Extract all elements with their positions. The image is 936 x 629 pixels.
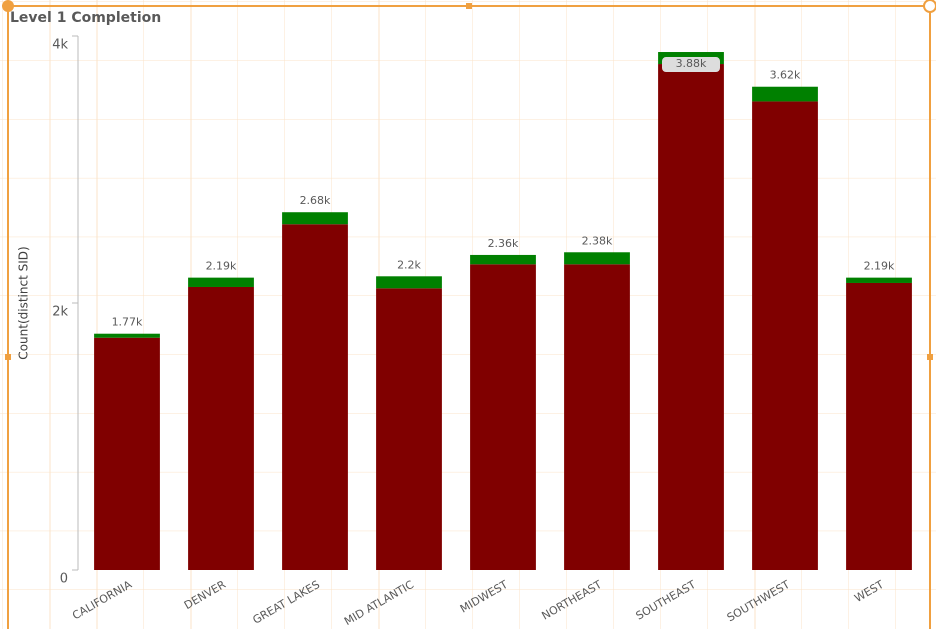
label-bg: [662, 57, 720, 73]
bar-segment: [94, 337, 160, 570]
total-label: 1.77k: [112, 316, 143, 329]
resize-handle[interactable]: [2, 0, 14, 12]
bar-segment: [282, 212, 348, 225]
bar-segment: [376, 276, 442, 289]
y-tick-label: 0: [60, 572, 68, 587]
bar-segment: [752, 101, 818, 570]
bar-segment: [376, 288, 442, 570]
bar-segment: [564, 264, 630, 570]
bar-segment: [470, 264, 536, 570]
bar-segment: [846, 277, 912, 283]
resize-handle[interactable]: [466, 3, 472, 9]
bar-segment: [94, 333, 160, 338]
bar-segment: [564, 252, 630, 265]
bar-segment: [282, 224, 348, 571]
total-label: 2.38k: [582, 234, 613, 247]
total-label: 2.68k: [300, 194, 331, 207]
total-label: 2.2k: [397, 258, 421, 271]
resize-handle[interactable]: [923, 0, 936, 13]
total-label: 2.19k: [206, 260, 237, 273]
bar-segment: [470, 254, 536, 265]
total-label: 2.36k: [488, 237, 519, 250]
total-label: 2.19k: [864, 260, 895, 273]
bar-segment: [658, 64, 724, 570]
bar-segment: [846, 282, 912, 570]
bar-segment: [188, 286, 254, 570]
bar-segment: [188, 277, 254, 287]
total-label: 3.88k: [676, 57, 707, 70]
y-axis-title: Count(distinct SID): [17, 246, 31, 359]
y-tick-label: 4k: [52, 38, 68, 53]
resize-handle[interactable]: [927, 354, 933, 360]
chart-title: Level 1 Completion: [10, 10, 161, 26]
bar-segment: [752, 86, 818, 102]
resize-handle[interactable]: [5, 354, 11, 360]
total-label: 3.62k: [770, 69, 801, 82]
y-tick-label: 2k: [52, 305, 68, 320]
